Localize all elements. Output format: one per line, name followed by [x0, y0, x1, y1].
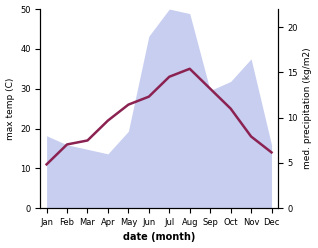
Y-axis label: max temp (C): max temp (C)	[5, 77, 15, 140]
X-axis label: date (month): date (month)	[123, 232, 195, 243]
Y-axis label: med. precipitation (kg/m2): med. precipitation (kg/m2)	[303, 48, 313, 169]
